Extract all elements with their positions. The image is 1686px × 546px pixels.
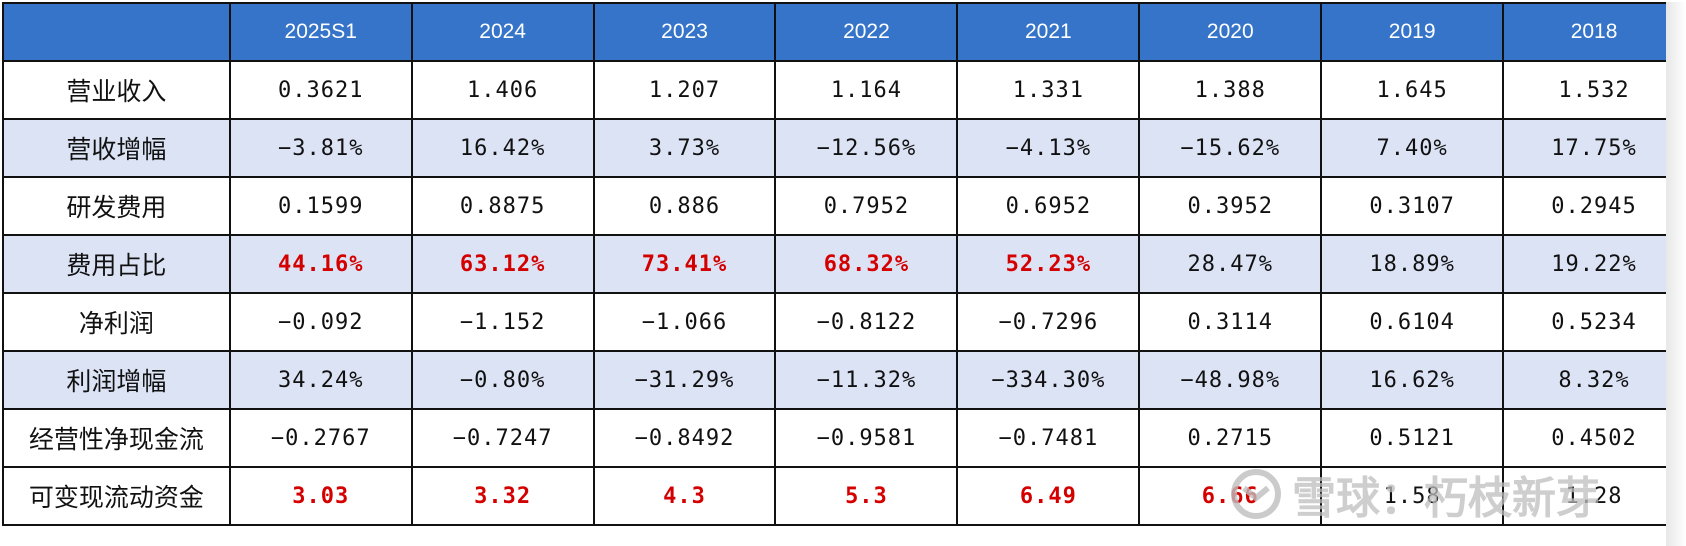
table-cell: 0.2715 (1138, 408, 1323, 468)
table-cell: 0.5234 (1502, 292, 1686, 352)
header-corner-cell (2, 2, 231, 62)
table-cell: −0.7296 (956, 292, 1141, 352)
row-label: 净利润 (2, 292, 231, 352)
header-cell-2024: 2024 (410, 2, 595, 62)
table-cell: −3.81% (228, 118, 413, 178)
table-row: 净利润 −0.092 −1.152 −1.066 −0.8122 −0.7296 0.311… (2, 292, 1686, 352)
table-row: 可变现流动资金 3.03 3.32 4.3 5.3 6.49 6.66 1.58 1.28 (2, 466, 1686, 526)
row-label: 可变现流动资金 (2, 466, 231, 526)
table-cell: −15.62% (1138, 118, 1323, 178)
table-cell: 1.28 (1502, 466, 1686, 526)
table-cell: 0.3107 (1320, 176, 1505, 236)
table-cell: 1.388 (1138, 60, 1323, 120)
table-cell: −334.30% (956, 350, 1141, 410)
edge-shadow (1666, 2, 1686, 546)
table-cell: 0.1599 (228, 176, 413, 236)
table-body: 营业收入 0.3621 1.406 1.207 1.164 1.331 1.388 1.645… (2, 60, 1686, 526)
row-label: 经营性净现金流 (2, 408, 231, 468)
table-cell: 8.32% (1502, 350, 1686, 410)
table-cell: 3.03 (228, 466, 413, 526)
table-cell: −11.32% (774, 350, 959, 410)
table-cell: 6.66 (1138, 466, 1323, 526)
table-cell: 3.73% (592, 118, 777, 178)
table-cell: 6.49 (956, 466, 1141, 526)
table-cell: −12.56% (774, 118, 959, 178)
table-cell: −0.7247 (410, 408, 595, 468)
table-row: 营收增幅 −3.81% 16.42% 3.73% −12.56% −4.13% −15.62… (2, 118, 1686, 178)
header-cell-2023: 2023 (592, 2, 777, 62)
table-cell: 7.40% (1320, 118, 1505, 178)
financial-data-table: 2025S1 2024 2023 2022 2021 2020 2019 2018 营业收入 0… (2, 2, 1686, 526)
table-cell: 19.22% (1502, 234, 1686, 294)
table-cell: 0.3114 (1138, 292, 1323, 352)
table-row: 费用占比 44.16% 63.12% 73.41% 68.32% 52.23% 28.47%… (2, 234, 1686, 294)
table-cell: 0.5121 (1320, 408, 1505, 468)
table-cell: −0.092 (228, 292, 413, 352)
table-cell: 0.6952 (956, 176, 1141, 236)
table-cell: 5.3 (774, 466, 959, 526)
header-cell-2021: 2021 (956, 2, 1141, 62)
table-cell: 1.58 (1320, 466, 1505, 526)
table-cell: 28.47% (1138, 234, 1323, 294)
table-row: 研发费用 0.1599 0.8875 0.886 0.7952 0.6952 0.3952 0… (2, 176, 1686, 236)
table-cell: 1.406 (410, 60, 595, 120)
table-cell: 52.23% (956, 234, 1141, 294)
table-cell: 1.207 (592, 60, 777, 120)
row-label: 费用占比 (2, 234, 231, 294)
table-cell: 63.12% (410, 234, 595, 294)
table-cell: 18.89% (1320, 234, 1505, 294)
header-cell-2019: 2019 (1320, 2, 1505, 62)
table-cell: 1.645 (1320, 60, 1505, 120)
table-cell: 34.24% (228, 350, 413, 410)
data-table-container: 2025S1 2024 2023 2022 2021 2020 2019 2018 营业收入 0… (2, 2, 1686, 526)
row-label: 营业收入 (2, 60, 231, 120)
table-cell: −0.80% (410, 350, 595, 410)
table-cell: 0.4502 (1502, 408, 1686, 468)
table-cell: 0.3952 (1138, 176, 1323, 236)
table-cell: 1.331 (956, 60, 1141, 120)
table-cell: −0.8122 (774, 292, 959, 352)
table-cell: 4.3 (592, 466, 777, 526)
table-cell: −0.8492 (592, 408, 777, 468)
row-label: 营收增幅 (2, 118, 231, 178)
table-cell: 0.8875 (410, 176, 595, 236)
table-cell: −4.13% (956, 118, 1141, 178)
table-row: 营业收入 0.3621 1.406 1.207 1.164 1.331 1.388 1.645… (2, 60, 1686, 120)
table-cell: 0.886 (592, 176, 777, 236)
table-cell: 0.3621 (228, 60, 413, 120)
table-cell: 0.6104 (1320, 292, 1505, 352)
header-row: 2025S1 2024 2023 2022 2021 2020 2019 2018 (2, 2, 1686, 62)
table-cell: 1.532 (1502, 60, 1686, 120)
row-label: 利润增幅 (2, 350, 231, 410)
table-cell: −31.29% (592, 350, 777, 410)
table-cell: 16.62% (1320, 350, 1505, 410)
header-cell-2025s1: 2025S1 (228, 2, 413, 62)
table-cell: 1.164 (774, 60, 959, 120)
table-cell: 0.7952 (774, 176, 959, 236)
table-cell: 73.41% (592, 234, 777, 294)
table-cell: 0.2945 (1502, 176, 1686, 236)
table-cell: 3.32 (410, 466, 595, 526)
table-cell: −1.152 (410, 292, 595, 352)
table-cell: 68.32% (774, 234, 959, 294)
table-cell: −1.066 (592, 292, 777, 352)
table-cell: 17.75% (1502, 118, 1686, 178)
header-cell-2018: 2018 (1502, 2, 1686, 62)
header-cell-2020: 2020 (1138, 2, 1323, 62)
table-row: 经营性净现金流 −0.2767 −0.7247 −0.8492 −0.9581 −0.74… (2, 408, 1686, 468)
table-row: 利润增幅 34.24% −0.80% −31.29% −11.32% −334.30% −4… (2, 350, 1686, 410)
table-cell: −48.98% (1138, 350, 1323, 410)
row-label: 研发费用 (2, 176, 231, 236)
table-cell: 16.42% (410, 118, 595, 178)
table-cell: 44.16% (228, 234, 413, 294)
table-cell: −0.2767 (228, 408, 413, 468)
header-cell-2022: 2022 (774, 2, 959, 62)
table-cell: −0.9581 (774, 408, 959, 468)
table-cell: −0.7481 (956, 408, 1141, 468)
